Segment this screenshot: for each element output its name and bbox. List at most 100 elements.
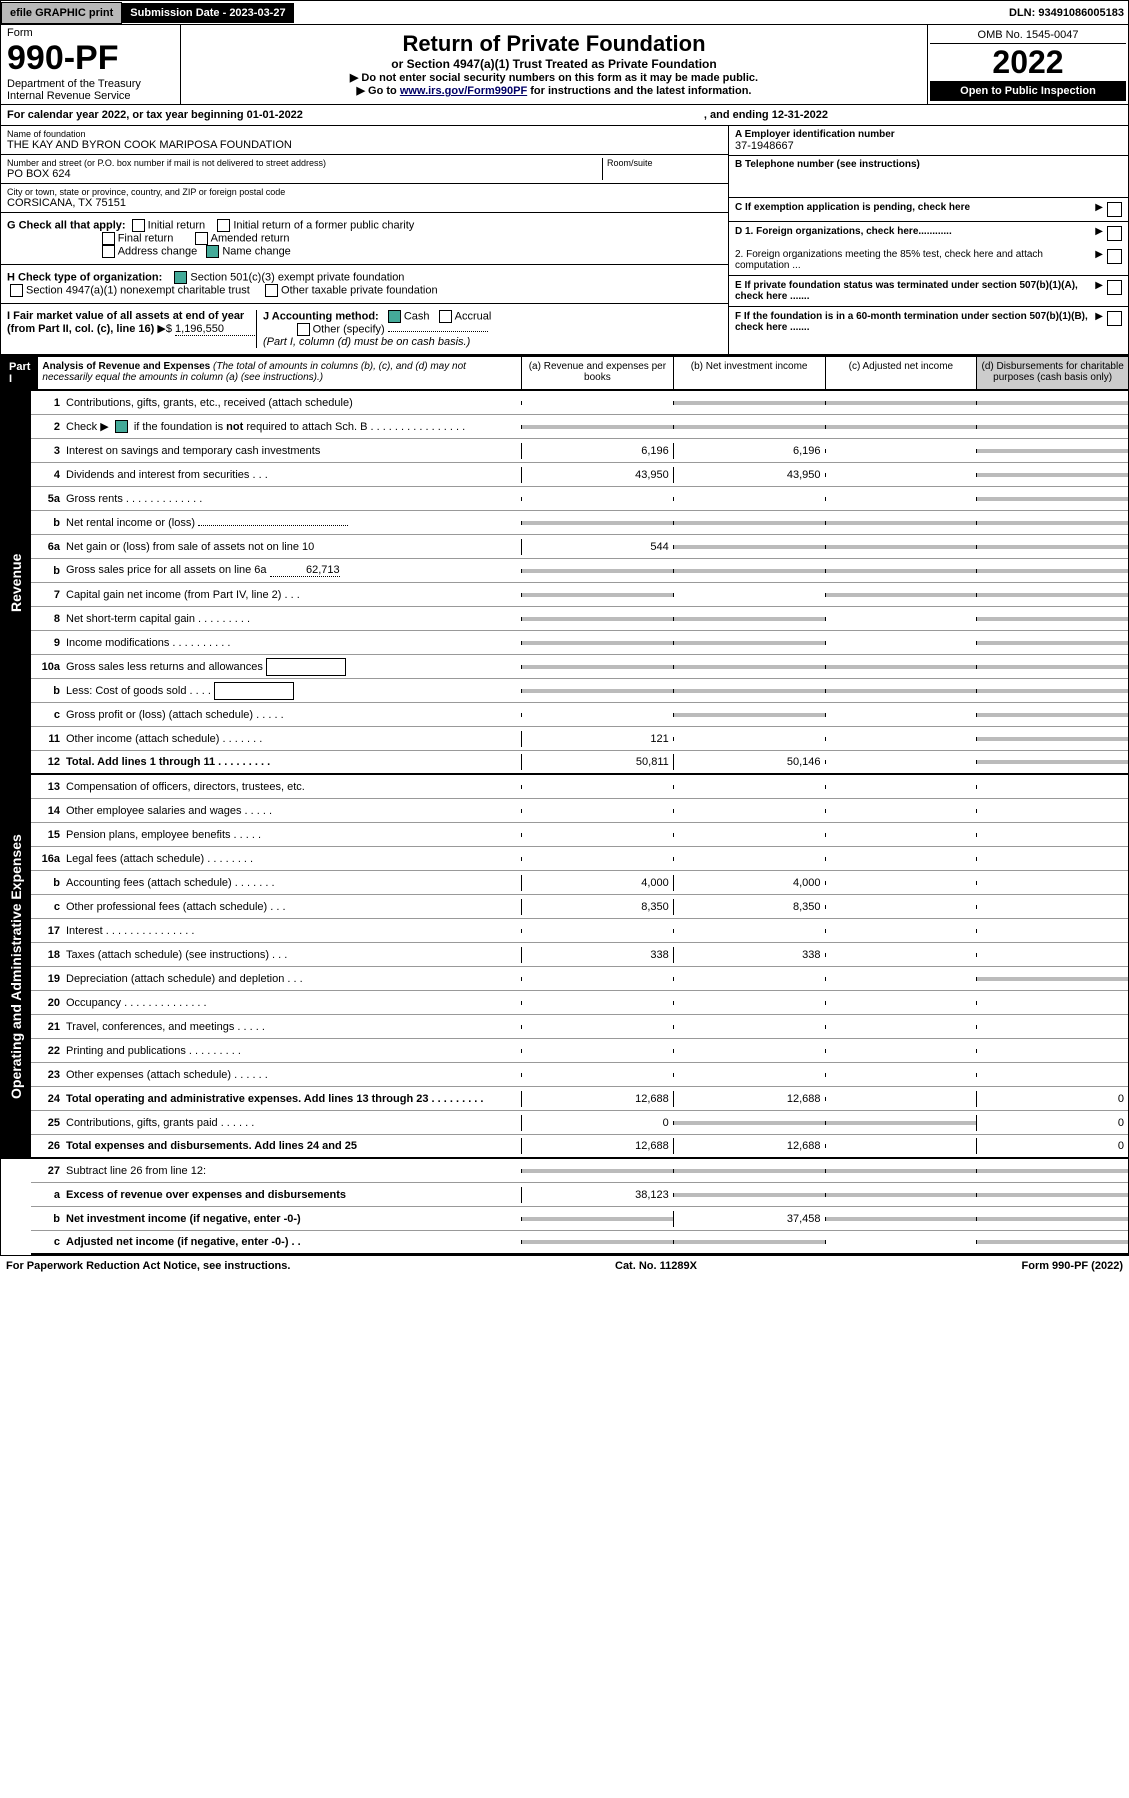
line-16a: Legal fees (attach schedule) . . . . . .… <box>66 851 521 867</box>
foundation-name: THE KAY AND BYRON COOK MARIPOSA FOUNDATI… <box>7 139 722 151</box>
sec501-checkbox[interactable] <box>174 271 187 284</box>
sec4947-checkbox[interactable] <box>10 284 23 297</box>
l18-a: 338 <box>521 947 673 963</box>
ein-label: A Employer identification number <box>735 129 1122 140</box>
dln: DLN: 93491086005183 <box>1009 7 1128 19</box>
room-label: Room/suite <box>607 158 722 168</box>
f-checkbox[interactable] <box>1107 311 1122 326</box>
line-5a: Gross rents . . . . . . . . . . . . . <box>66 491 521 507</box>
final-return-checkbox[interactable] <box>102 232 115 245</box>
l3-a: 6,196 <box>521 443 673 459</box>
initial-former-checkbox[interactable] <box>217 219 230 232</box>
addr-change-checkbox[interactable] <box>102 245 115 258</box>
form-header: Form 990-PF Department of the Treasury I… <box>1 25 1128 105</box>
line-12: Total. Add lines 1 through 11 . . . . . … <box>66 754 521 770</box>
city: CORSICANA, TX 75151 <box>7 197 722 209</box>
col-a: (a) Revenue and expenses per books <box>521 357 673 389</box>
pending-checkbox[interactable] <box>1107 202 1122 217</box>
schb-checkbox[interactable] <box>115 420 128 433</box>
line-3: Interest on savings and temporary cash i… <box>66 443 521 459</box>
l12-b: 50,146 <box>673 754 825 770</box>
cash: Cash <box>404 310 430 322</box>
line-22: Printing and publications . . . . . . . … <box>66 1043 521 1059</box>
line-5b: Net rental income or (loss) <box>66 515 521 531</box>
line-13: Compensation of officers, directors, tru… <box>66 779 521 795</box>
d1-checkbox[interactable] <box>1107 226 1122 241</box>
sec4947: Section 4947(a)(1) nonexempt charitable … <box>26 284 250 296</box>
form-footer: Form 990-PF (2022) <box>1022 1260 1123 1272</box>
address: PO BOX 624 <box>7 168 602 180</box>
line-18: Taxes (attach schedule) (see instruction… <box>66 947 521 963</box>
revenue-label: Revenue <box>1 391 31 775</box>
addr-change: Address change <box>118 245 198 257</box>
form-label: Form <box>7 27 174 39</box>
e-checkbox[interactable] <box>1107 280 1122 295</box>
l4-a: 43,950 <box>521 467 673 483</box>
line-15: Pension plans, employee benefits . . . .… <box>66 827 521 843</box>
l24-b: 12,688 <box>673 1091 825 1107</box>
line-11: Other income (attach schedule) . . . . .… <box>66 731 521 747</box>
city-label: City or town, state or province, country… <box>7 187 722 197</box>
l16c-b: 8,350 <box>673 899 825 915</box>
form-title: Return of Private Foundation <box>187 31 921 57</box>
name-change: Name change <box>222 245 291 257</box>
l6a-a: 544 <box>521 539 673 555</box>
line-21: Travel, conferences, and meetings . . . … <box>66 1019 521 1035</box>
efile-button[interactable]: efile GRAPHIC print <box>1 2 122 24</box>
l11-a: 121 <box>521 731 673 747</box>
form-subtitle: or Section 4947(a)(1) Trust Treated as P… <box>187 57 921 71</box>
line-7: Capital gain net income (from Part IV, l… <box>66 587 521 603</box>
cash-checkbox[interactable] <box>388 310 401 323</box>
l4-b: 43,950 <box>673 467 825 483</box>
dept: Department of the Treasury <box>7 78 174 90</box>
other-spec-checkbox[interactable] <box>297 323 310 336</box>
final-return: Final return <box>118 232 174 244</box>
l16b-b: 4,000 <box>673 875 825 891</box>
line-6b: Gross sales price for all assets on line… <box>66 562 521 579</box>
ending-date: , and ending 12-31-2022 <box>704 109 1122 121</box>
line-25: Contributions, gifts, grants paid . . . … <box>66 1115 521 1131</box>
d1-label: D 1. Foreign organizations, check here..… <box>735 226 1095 237</box>
line-17: Interest . . . . . . . . . . . . . . . <box>66 923 521 939</box>
sec501: Section 501(c)(3) exempt private foundat… <box>190 271 404 283</box>
line-24: Total operating and administrative expen… <box>66 1091 521 1107</box>
ein: 37-1948667 <box>735 140 1122 152</box>
note-link: ▶ Go to www.irs.gov/Form990PF for instru… <box>187 84 921 97</box>
l26-a: 12,688 <box>521 1138 673 1154</box>
accrual-checkbox[interactable] <box>439 310 452 323</box>
other-spec: Other (specify) <box>313 323 385 335</box>
calendar-year: For calendar year 2022, or tax year begi… <box>7 109 704 121</box>
initial-return-checkbox[interactable] <box>132 219 145 232</box>
e-label: E If private foundation status was termi… <box>735 280 1095 302</box>
l25-a: 0 <box>521 1115 673 1131</box>
h-label: H Check type of organization: <box>7 271 162 283</box>
l12-a: 50,811 <box>521 754 673 770</box>
other-tax-checkbox[interactable] <box>265 284 278 297</box>
name-label: Name of foundation <box>7 129 722 139</box>
top-bar: efile GRAPHIC print Submission Date - 20… <box>1 1 1128 25</box>
col-c: (c) Adjusted net income <box>825 357 977 389</box>
other-tax: Other taxable private foundation <box>281 284 438 296</box>
line-1: Contributions, gifts, grants, etc., rece… <box>66 395 521 411</box>
irs: Internal Revenue Service <box>7 90 174 102</box>
amended-checkbox[interactable] <box>195 232 208 245</box>
tel-label: B Telephone number (see instructions) <box>735 159 1122 170</box>
col-d: (d) Disbursements for charitable purpose… <box>976 357 1128 389</box>
d2-label: 2. Foreign organizations meeting the 85%… <box>735 249 1095 271</box>
initial-return: Initial return <box>148 219 205 231</box>
l16b-a: 4,000 <box>521 875 673 891</box>
submission-date: Submission Date - 2023-03-27 <box>122 3 293 23</box>
line-10c: Gross profit or (loss) (attach schedule)… <box>66 707 521 723</box>
j-label: J Accounting method: <box>263 310 379 322</box>
d2-checkbox[interactable] <box>1107 249 1122 264</box>
form990pf-link[interactable]: www.irs.gov/Form990PF <box>400 85 527 97</box>
g-label: G Check all that apply: <box>7 219 126 231</box>
line-27a: Excess of revenue over expenses and disb… <box>66 1187 521 1203</box>
line-2: Check ▶ if the foundation is not require… <box>66 418 521 436</box>
addr-label: Number and street (or P.O. box number if… <box>7 158 602 168</box>
line-16c: Other professional fees (attach schedule… <box>66 899 521 915</box>
form-number: 990-PF <box>7 39 174 78</box>
l25-d: 0 <box>976 1115 1128 1131</box>
l24-d: 0 <box>976 1091 1128 1107</box>
name-change-checkbox[interactable] <box>206 245 219 258</box>
